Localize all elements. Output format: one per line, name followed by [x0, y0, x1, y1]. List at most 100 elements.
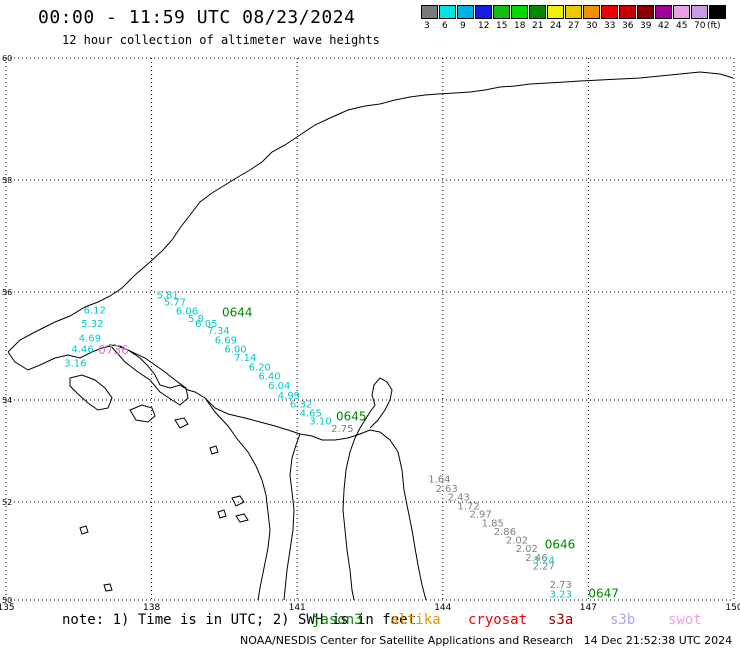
legend-label: 27 — [568, 21, 580, 31]
satellite-name: cryosat — [468, 612, 528, 628]
longitude-label: 141 — [289, 603, 306, 613]
latitude-label: 58 — [2, 176, 12, 185]
coastline — [7, 71, 734, 601]
cyan-track-east: 3.24 3.23 — [533, 555, 572, 600]
wave-height-value: 2.97 — [469, 510, 491, 521]
longitude-label: 138 — [143, 603, 160, 613]
wave-height-value: 4.69 — [79, 334, 101, 345]
wave-height-value: 5.77 — [164, 298, 186, 309]
legend-label: 24 — [550, 21, 562, 31]
longitude-label: 135 — [0, 603, 15, 613]
wave-height-value: 2.27 — [533, 562, 555, 573]
legend-swatch — [475, 5, 492, 19]
satellite-name: jason3 — [312, 612, 363, 628]
map-gridlines — [5, 57, 735, 601]
longitude-label: 150 — [725, 603, 740, 613]
wave-height-value: 2.43 — [448, 492, 470, 503]
wave-height-value: 2.73 — [550, 580, 572, 591]
coastline-island-small-8 — [217, 509, 227, 519]
legend-swatch — [547, 5, 564, 19]
wave-height-value: 6.69 — [215, 335, 237, 346]
pass-time-tag: 0647 — [588, 587, 619, 601]
wave-height-value: 6.00 — [224, 344, 246, 355]
satellite-name: swot — [668, 612, 702, 628]
wave-height-value: 2.02 — [506, 536, 528, 547]
pass-time-tag: 0646 — [545, 538, 576, 552]
wave-height-value: 2.46 — [525, 553, 547, 564]
wave-height-value: 2.02 — [516, 544, 538, 555]
legend-swatch — [493, 5, 510, 19]
coastline-east-peninsula — [342, 377, 393, 601]
pass-time-tag: 0736 — [98, 343, 129, 357]
legend-swatch — [673, 5, 690, 19]
coastline-island-small-1 — [129, 404, 156, 423]
wave-height-value: 3.16 — [64, 359, 86, 370]
footer-note: note: 1) Time is in UTC; 2) SWH is in fe… — [62, 612, 417, 628]
coastline-mainland — [7, 71, 734, 353]
wave-height-value: 1.64 — [428, 475, 450, 486]
legend-label: 9 — [460, 21, 466, 31]
coastline-north-shore — [7, 344, 381, 441]
cyan-track: 5.815.776.065.86.057.346.696.007.146.206… — [156, 290, 331, 427]
credit-line: NOAA/NESDIS Center for Satellite Applica… — [240, 634, 733, 647]
coastline-island-small-3 — [231, 495, 245, 507]
pass-time-tag: 0644 — [222, 305, 253, 319]
coastline-island-west — [69, 374, 113, 411]
wave-height-value: 6.04 — [268, 381, 290, 392]
latitude-label: 52 — [2, 498, 12, 507]
wave-height-value: 2.75 — [331, 424, 353, 435]
legend-swatch — [457, 5, 474, 19]
legend-swatch — [619, 5, 636, 19]
legend-swatch — [655, 5, 672, 19]
legend-label: 15 — [496, 21, 508, 31]
wave-height-value: 3.24 — [533, 555, 555, 566]
coastline-island-small-7 — [103, 583, 113, 592]
legend-swatch — [421, 5, 438, 19]
wave-height-value: 6.20 — [249, 362, 271, 373]
wave-height-value: 3.10 — [309, 416, 331, 427]
legend-label: 45 — [676, 21, 688, 31]
legend-swatch — [637, 5, 654, 19]
legend-swatch — [691, 5, 708, 19]
wave-height-value: 5.8 — [188, 314, 204, 325]
legend-swatch — [583, 5, 600, 19]
legend-label: (ft) — [707, 21, 721, 31]
coastline-island-small-6 — [79, 525, 89, 535]
wave-height-value: 6.05 — [195, 319, 217, 330]
coastline-island-small-2 — [174, 417, 189, 429]
wave-height-value: 2.86 — [494, 527, 516, 538]
legend-swatch — [565, 5, 582, 19]
latitude-label: 50 — [2, 596, 12, 605]
legend-label: 70 — [694, 21, 706, 31]
legend-label: 21 — [532, 21, 544, 31]
legend-swatch — [529, 5, 546, 19]
wave-height-value: 6.06 — [176, 307, 198, 318]
legend-swatch — [709, 5, 726, 19]
coastline-island-large — [108, 344, 189, 406]
longitude-label: 147 — [580, 603, 597, 613]
legend-label: 36 — [622, 21, 634, 31]
wave-height-value: 7.14 — [234, 353, 256, 364]
coastline-sakhalin-west — [379, 431, 427, 601]
pass-time-tag: 0645 — [336, 409, 367, 423]
satellite-name: altika — [390, 612, 441, 628]
wave-height-value: 4.46 — [72, 344, 94, 355]
latitude-label: 60 — [2, 54, 12, 63]
wave-height-value: 3.23 — [550, 590, 572, 601]
latitude-label: 54 — [2, 396, 12, 405]
legend-label: 42 — [658, 21, 670, 31]
wave-height-value: 6.32 — [290, 400, 312, 411]
grey-track: 2.75 1.642.632.431.722.971.852.862.022.02… — [331, 424, 572, 591]
page-title: 00:00 - 11:59 UTC 08/23/2024 — [38, 7, 356, 28]
coastline-island-small-5 — [209, 445, 219, 455]
longitude-label: 144 — [434, 603, 451, 613]
legend-label: 18 — [514, 21, 526, 31]
wave-height-value: 1.72 — [457, 501, 479, 512]
cyan-track-west: 6.12 5.32 4.694.46 3.16 — [64, 306, 106, 370]
legend-swatch — [439, 5, 456, 19]
wave-height-value: 7.34 — [207, 326, 229, 337]
satellite-name: s3b — [610, 612, 636, 628]
legend-swatch — [601, 5, 618, 19]
